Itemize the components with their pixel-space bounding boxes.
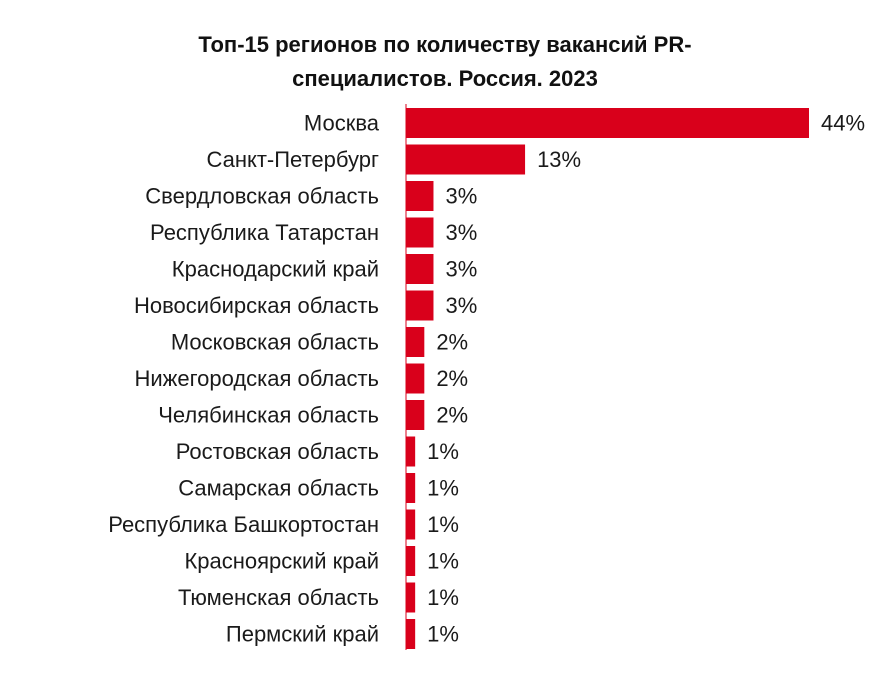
bar (406, 181, 434, 211)
bar (406, 509, 416, 540)
bar (406, 290, 434, 321)
category-label: Республика Башкортостан (108, 512, 379, 537)
bar (406, 217, 434, 248)
bar (406, 546, 416, 576)
category-label: Ростовская область (176, 439, 379, 464)
category-label: Тюменская область (178, 585, 379, 610)
bar (406, 619, 416, 649)
chart-title: Топ-15 регионов по количеству вакансий P… (0, 28, 890, 96)
value-label: 44% (821, 111, 865, 136)
value-label: 1% (427, 622, 459, 647)
category-label: Московская область (171, 330, 379, 355)
value-label: 2% (436, 330, 468, 355)
category-label: Краснодарский край (172, 257, 379, 282)
bar (406, 108, 809, 138)
bar (406, 144, 526, 175)
bar (406, 473, 416, 503)
value-label: 1% (427, 585, 459, 610)
value-label: 2% (436, 366, 468, 391)
value-label: 1% (427, 476, 459, 501)
chart-title-line-2: специалистов. Россия. 2023 (292, 66, 598, 91)
bar (406, 436, 416, 467)
category-label: Республика Татарстан (150, 220, 379, 245)
value-label: 1% (427, 439, 459, 464)
value-label: 3% (445, 293, 477, 318)
value-label: 3% (445, 184, 477, 209)
bar (406, 582, 416, 613)
category-label: Москва (304, 111, 380, 136)
bars-layer: Москва 44% Санкт-Петербург 13% Свердловская … (108, 108, 865, 649)
chart-title-line-1: Топ-15 регионов по количеству вакансий P… (198, 32, 692, 57)
bar (406, 363, 425, 394)
category-label: Нижегородская область (134, 366, 379, 391)
value-label: 3% (445, 257, 477, 282)
value-label: 3% (445, 220, 477, 245)
category-label: Челябинская область (158, 403, 379, 428)
value-label: 1% (427, 512, 459, 537)
category-label: Красноярский край (184, 549, 379, 574)
value-label: 13% (537, 147, 581, 172)
category-label: Санкт-Петербург (206, 147, 379, 172)
category-label: Новосибирская область (134, 293, 379, 318)
category-label: Самарская область (178, 476, 379, 501)
bar (406, 400, 425, 430)
value-label: 2% (436, 403, 468, 428)
bar (406, 327, 425, 357)
bar (406, 254, 434, 284)
value-label: 1% (427, 549, 459, 574)
category-label: Пермский край (226, 622, 379, 647)
category-label: Свердловская область (145, 184, 379, 209)
